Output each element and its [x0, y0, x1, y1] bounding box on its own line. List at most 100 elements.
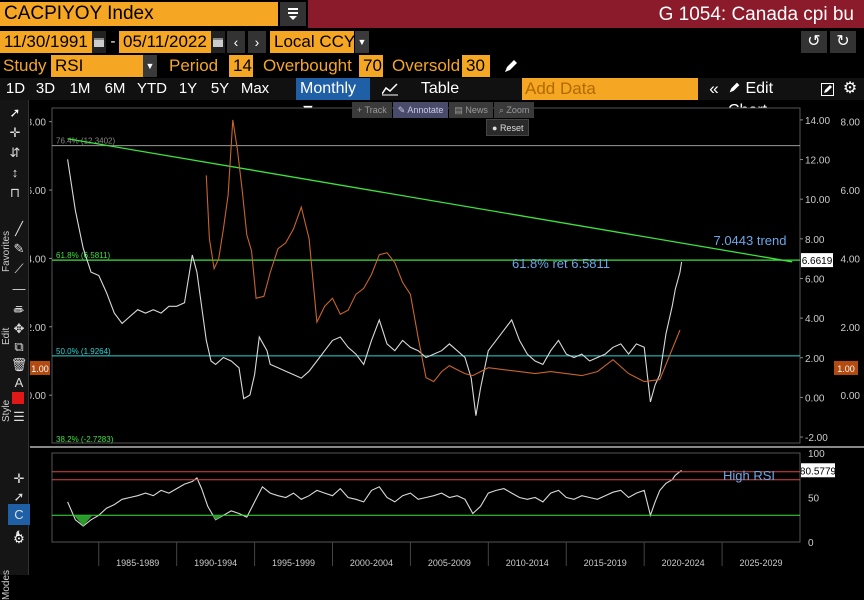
line-width-tool[interactable]: ☰	[8, 406, 30, 427]
delete-tool[interactable]: 🗑	[8, 354, 30, 375]
outer-axis-tick: 0.00	[841, 391, 861, 402]
reset-button[interactable]: ● Reset	[486, 119, 530, 136]
series-line-0	[67, 159, 683, 416]
high-rsi-annotation: High RSI	[723, 468, 775, 483]
calendar-icon	[213, 38, 223, 47]
collapse-button[interactable]: «	[704, 78, 724, 100]
news-button[interactable]: ▤ News	[449, 102, 493, 118]
edit-options-button[interactable]	[818, 78, 836, 100]
right-axis-tick: 10.00	[805, 195, 830, 206]
period-button-1d[interactable]: 1D	[5, 80, 26, 97]
study-select[interactable]: RSI	[51, 55, 143, 77]
period-button-3d[interactable]: 3D	[35, 80, 56, 97]
edit-chart-button[interactable]: Edit Chart	[728, 78, 814, 119]
right-axis-tick: 14.00	[805, 116, 830, 127]
edit-box-icon	[820, 83, 834, 96]
period-button-6m[interactable]: 6M	[104, 80, 126, 97]
magnet-tool[interactable]: ⊓	[4, 182, 26, 203]
right-axis-tick: 12.00	[805, 156, 830, 167]
oversold-input[interactable]: 30	[462, 55, 490, 77]
pen-tool[interactable]: ✎	[8, 238, 30, 259]
text-tool[interactable]: A	[8, 372, 30, 393]
start-calendar-button[interactable]	[92, 31, 106, 53]
settings-button[interactable]: ⚙	[840, 78, 860, 100]
redo-button[interactable]: ↻	[830, 31, 856, 53]
study-dropdown-button[interactable]: ▼	[143, 55, 157, 77]
crosshair-tool[interactable]: ✛	[4, 122, 26, 143]
annotate-button[interactable]: ✎ Annotate	[392, 102, 449, 118]
overbought-input[interactable]: 70	[359, 55, 383, 77]
color-swatch[interactable]	[12, 392, 24, 404]
period-input[interactable]: 14	[229, 55, 253, 77]
reset-label: Reset	[499, 123, 524, 133]
period-button-5y[interactable]: 5Y	[210, 80, 230, 97]
mode-cursor[interactable]: C	[8, 504, 30, 525]
vertical-line-tool[interactable]: ⇵	[4, 142, 26, 163]
right-axis-tick: 4.00	[805, 314, 825, 325]
fit-tool[interactable]: ↕	[4, 162, 26, 183]
period-button-1m[interactable]: 1M	[69, 80, 91, 97]
pencil-icon	[505, 60, 517, 72]
mode-pointer[interactable]: ➚	[8, 486, 30, 507]
price-chart[interactable]: 8.00 6.00 4.00 2.00 0.00 14.00 12.00 10.00 8.00 6…	[30, 100, 864, 575]
arrows-vertical-icon: ↕	[11, 165, 19, 180]
end-calendar-button[interactable]	[211, 31, 225, 53]
next-range-button[interactable]: ›	[248, 31, 266, 53]
title-bar: CACPIYOY Index G 1054: Canada cpi bu	[0, 0, 864, 28]
move-tool[interactable]: ✥	[8, 318, 30, 339]
right-axis-tick: 0.00	[805, 393, 825, 404]
currency-select[interactable]: Local CCY	[270, 31, 354, 53]
last-price-tag	[801, 253, 833, 268]
rsi-oversold-fill	[212, 515, 224, 520]
left-axis-tick: 0.00	[30, 391, 46, 402]
mode-settings[interactable]: ⚙	[8, 528, 30, 549]
ray-tool[interactable]: ⟋	[8, 258, 30, 279]
mode-crosshair[interactable]: ✛	[8, 468, 30, 489]
news-icon: ▤	[454, 105, 466, 115]
ticker-menu-button[interactable]	[280, 2, 306, 26]
caret-down-icon: ▼	[145, 61, 155, 71]
ticker-input[interactable]: CACPIYOY Index	[0, 2, 278, 26]
ray-icon: ⟋	[14, 261, 24, 276]
add-data-input[interactable]: Add Data	[522, 78, 698, 100]
magnet-icon: ⊓	[9, 185, 21, 200]
annotate-label: Annotate	[407, 105, 444, 115]
line-width-icon: ☰	[13, 409, 25, 424]
left-axis-tick: 4.00	[30, 254, 46, 265]
copy-tool[interactable]: ⧉	[8, 336, 30, 357]
period-button-max[interactable]: Max	[240, 80, 270, 97]
last-price-label: 6.6619	[802, 256, 833, 267]
plus-icon: +	[357, 105, 365, 115]
zoom-button[interactable]: ⌕ Zoom	[493, 102, 535, 118]
end-date-input[interactable]: 05/11/2022	[119, 31, 211, 53]
undo-button[interactable]: ↺	[801, 31, 827, 53]
right-axis-tick: 6.00	[805, 274, 825, 285]
fib-38-2-label: 38.2% (-2.7283)	[56, 435, 114, 444]
draw-study-button[interactable]	[500, 55, 522, 77]
c-mode-icon: C	[14, 507, 24, 522]
date-range-bar: 11/30/1991 - 05/11/2022 ‹ › Local CCY ▼ …	[0, 30, 864, 54]
track-label: Track	[364, 105, 387, 115]
start-date-input[interactable]: 11/30/1991	[0, 31, 92, 53]
news-label: News	[465, 105, 488, 115]
period-button-1y[interactable]: 1Y	[178, 80, 198, 97]
draw-tool[interactable]: ✏	[8, 300, 30, 321]
currency-dropdown-button[interactable]: ▼	[355, 31, 369, 53]
frequency-select[interactable]: Monthly ▼	[296, 78, 370, 119]
table-button[interactable]: Table	[420, 80, 460, 97]
horizontal-line-icon: —	[12, 281, 26, 296]
channel-tool[interactable]: ≡	[8, 298, 30, 319]
fib-50-label: 50.0% (1.9264)	[56, 347, 111, 356]
pointer-tool[interactable]: ➚	[4, 102, 26, 123]
mode-color[interactable]: ◐	[8, 522, 30, 543]
magnifier-icon: ⌕	[498, 105, 507, 115]
hline-tool[interactable]: —	[8, 278, 30, 299]
chart-type-button[interactable]	[378, 78, 402, 100]
chart-tool-strip: + Track ✎ Annotate ▤ News ⌕ Zoom	[352, 102, 535, 118]
track-button[interactable]: + Track	[352, 102, 392, 118]
undo-icon: ↺	[807, 33, 821, 50]
trendline-tool[interactable]: ╱	[8, 218, 30, 239]
prev-range-button[interactable]: ‹	[227, 31, 245, 53]
move-icon: ✥	[13, 321, 25, 336]
period-button-ytd[interactable]: YTD	[137, 80, 167, 97]
